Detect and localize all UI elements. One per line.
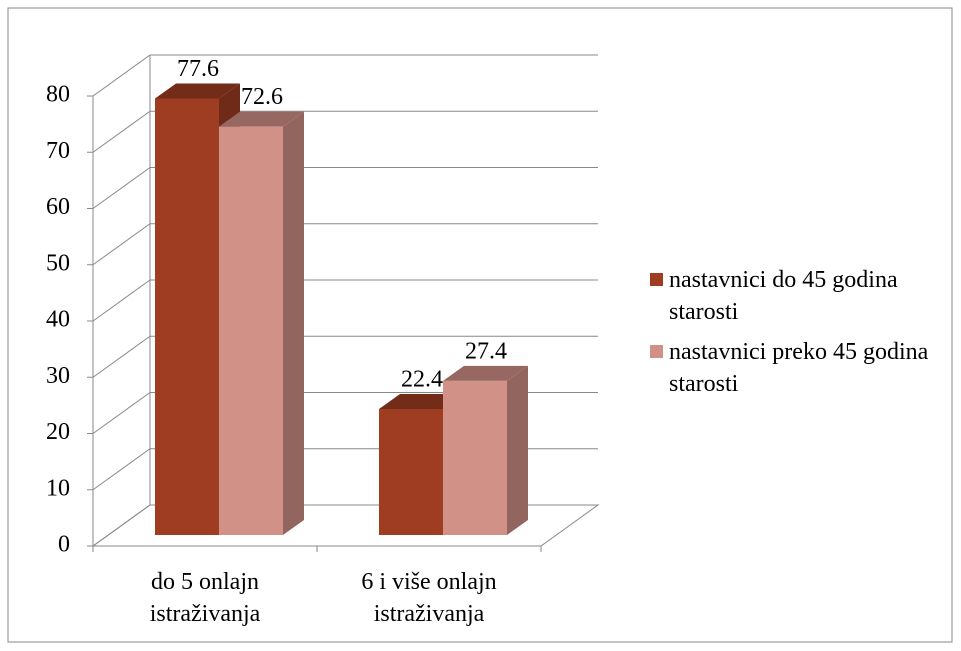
grid-line [92, 448, 151, 491]
y-tick-label: 50 [46, 250, 70, 276]
y-tick-label: 40 [46, 307, 70, 333]
bar-top [379, 394, 464, 409]
value-label: 22.4 [401, 367, 443, 393]
value-label: 27.4 [465, 338, 507, 364]
y-tick-label: 60 [46, 194, 70, 220]
grid-line [92, 223, 151, 266]
grid-line [92, 392, 151, 434]
frame [7, 7, 953, 643]
bar-side [283, 111, 304, 535]
bar [379, 409, 443, 535]
y-tick-label: 80 [46, 82, 70, 108]
bar [155, 98, 219, 535]
y-tick-label: 20 [46, 419, 70, 445]
value-label: 77.6 [177, 56, 219, 82]
grid-line [92, 110, 151, 153]
legend-label: nastavnici do 45 godina starosti [669, 267, 898, 325]
legend-swatch [650, 273, 663, 286]
value-label: 72.6 [241, 84, 283, 110]
grid-line [92, 279, 151, 322]
x-tick-label: 6 i više onlajn istraživanja [361, 569, 497, 627]
legend-label: nastavnici preko 45 godina starosti [669, 339, 929, 397]
bar [443, 380, 507, 535]
grid-line [92, 167, 151, 209]
bar-top [155, 83, 240, 99]
bar [219, 126, 283, 535]
y-tick-label: 70 [46, 138, 70, 164]
y-tick-label: 10 [46, 475, 70, 501]
y-tick-label: 30 [46, 363, 70, 389]
y-tick-label: 0 [58, 532, 70, 558]
bar-side [507, 365, 528, 535]
grid-line [92, 54, 151, 97]
legend-swatch [650, 345, 663, 358]
grid-line [92, 504, 151, 547]
x-tick-label: do 5 onlajn istraživanja [149, 569, 261, 627]
grid-line [92, 335, 151, 378]
bar-top [443, 365, 528, 381]
bar-top [219, 111, 304, 127]
